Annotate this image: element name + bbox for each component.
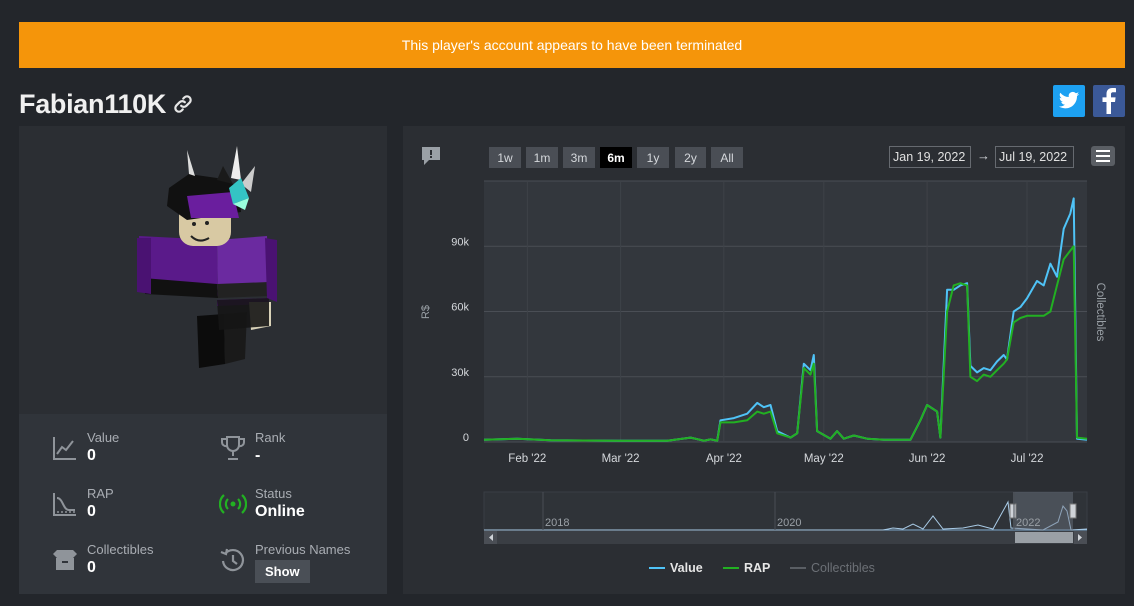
stat-status-value: Online — [255, 503, 305, 520]
navigator-year-label: 2020 — [777, 517, 801, 529]
stat-status: Status Online — [219, 486, 305, 523]
navigator-handle-left — [1009, 503, 1017, 519]
termination-banner: This player's account appears to have be… — [19, 22, 1125, 68]
x-tick-label: Jun '22 — [909, 453, 946, 465]
range-button-1m[interactable]: 1m — [526, 147, 558, 168]
x-tick-label: Jul '22 — [1011, 453, 1044, 465]
legend-collectibles[interactable]: Collectibles — [790, 561, 875, 575]
scrollbar-thumb — [1015, 532, 1073, 543]
x-tick-label: Mar '22 — [602, 453, 640, 465]
legend-value-label: Value — [670, 561, 703, 575]
trophy-icon — [221, 436, 245, 460]
y-axis-label: R$ — [420, 305, 432, 319]
termination-message: This player's account appears to have be… — [401, 37, 743, 53]
navigator-handle-right — [1069, 503, 1077, 519]
navigator-area — [483, 491, 1088, 531]
stat-rap-value: 0 — [87, 503, 96, 520]
range-button-6m[interactable]: 6m — [600, 147, 632, 168]
player-name: Fabian110K — [19, 88, 167, 119]
legend-collectibles-label: Collectibles — [811, 561, 875, 575]
show-previous-names-button[interactable]: Show — [255, 560, 310, 583]
scrollbar-right-arrow — [1078, 534, 1082, 541]
link-icon[interactable] — [172, 93, 194, 115]
signal-icon — [219, 494, 247, 514]
stat-value-label: Value — [87, 430, 120, 445]
menu-icon[interactable] — [1091, 146, 1115, 166]
stat-rank: Rank - — [219, 430, 285, 467]
y-tick-label: 90k — [451, 236, 469, 248]
range-button-1w[interactable]: 1w — [489, 147, 521, 168]
stat-previous-names-label: Previous Names — [255, 542, 351, 557]
player-summary-panel: Value 0 Rank - RAP 0 — [19, 126, 387, 594]
message-icon[interactable] — [420, 145, 442, 167]
stat-value-value: 0 — [87, 447, 96, 464]
y-tick-label: 0 — [463, 432, 469, 444]
twitter-icon — [1058, 91, 1080, 109]
twitter-share-button[interactable] — [1053, 85, 1085, 117]
stat-rank-label: Rank — [255, 430, 286, 445]
date-to-input[interactable]: Jul 19, 2022 — [995, 146, 1074, 168]
date-from-input[interactable]: Jan 19, 2022 — [889, 146, 971, 168]
legend-collectibles-swatch — [790, 567, 806, 569]
y-tick-label: 30k — [451, 367, 469, 379]
scrollbar-left-arrow — [489, 534, 493, 541]
navigator-year-label: 2022 — [1016, 517, 1040, 529]
series-line-rap — [483, 245, 1088, 442]
legend-value-swatch — [649, 567, 665, 569]
player-header: Fabian110K — [19, 86, 194, 122]
range-button-1y[interactable]: 1y — [637, 147, 669, 168]
avatar-area — [19, 126, 387, 414]
legend-rap-label: RAP — [744, 561, 771, 575]
stat-previous-names: Previous Names Show — [219, 542, 350, 583]
x-tick-label: Apr '22 — [706, 453, 742, 465]
navigator-series — [484, 500, 1088, 531]
avatar — [137, 146, 277, 368]
x-tick-label: May '22 — [804, 453, 844, 465]
value-rap-chart: 0 30k 60k 90k Feb '22 Mar '22 Apr '22 May '22 Ju… — [420, 180, 1106, 544]
legend-rap-swatch — [723, 567, 739, 569]
chart-line-icon — [53, 437, 76, 460]
rap-curve-icon — [53, 493, 76, 516]
stat-collectibles: Collectibles 0 — [51, 542, 153, 579]
stat-collectibles-value: 0 — [87, 559, 96, 576]
y-tick-label: 60k — [451, 302, 469, 314]
range-button-3m[interactable]: 3m — [563, 147, 595, 168]
stat-rank-value: - — [255, 447, 261, 464]
stat-status-label: Status — [255, 486, 292, 501]
date-range-arrow: → — [977, 148, 990, 163]
legend-value[interactable]: Value — [649, 561, 703, 575]
stat-rap-label: RAP — [87, 486, 114, 501]
box-icon — [53, 550, 77, 570]
stat-rap: RAP 0 — [51, 486, 114, 523]
legend-rap[interactable]: RAP — [723, 561, 770, 575]
history-icon — [220, 548, 245, 572]
navigator-selection — [1013, 492, 1073, 530]
stat-value: Value 0 — [51, 430, 119, 467]
range-button-All[interactable]: All — [711, 147, 743, 168]
facebook-icon — [1102, 88, 1116, 114]
facebook-share-button[interactable] — [1093, 85, 1125, 117]
navigator-year-label: 2018 — [545, 517, 569, 529]
scrollbar-track — [484, 531, 1087, 544]
value-chart-panel: 1w 1m 3m 6m 1y 2y All Jan 19, 2022 → Jul 19, 2… — [403, 126, 1125, 594]
stats-area: Value 0 Rank - RAP 0 — [19, 414, 387, 594]
range-button-2y[interactable]: 2y — [675, 147, 706, 168]
stat-collectibles-label: Collectibles — [87, 542, 154, 557]
x-tick-label: Feb '22 — [508, 453, 546, 465]
y2-axis-label: Collectibles — [1094, 283, 1106, 342]
